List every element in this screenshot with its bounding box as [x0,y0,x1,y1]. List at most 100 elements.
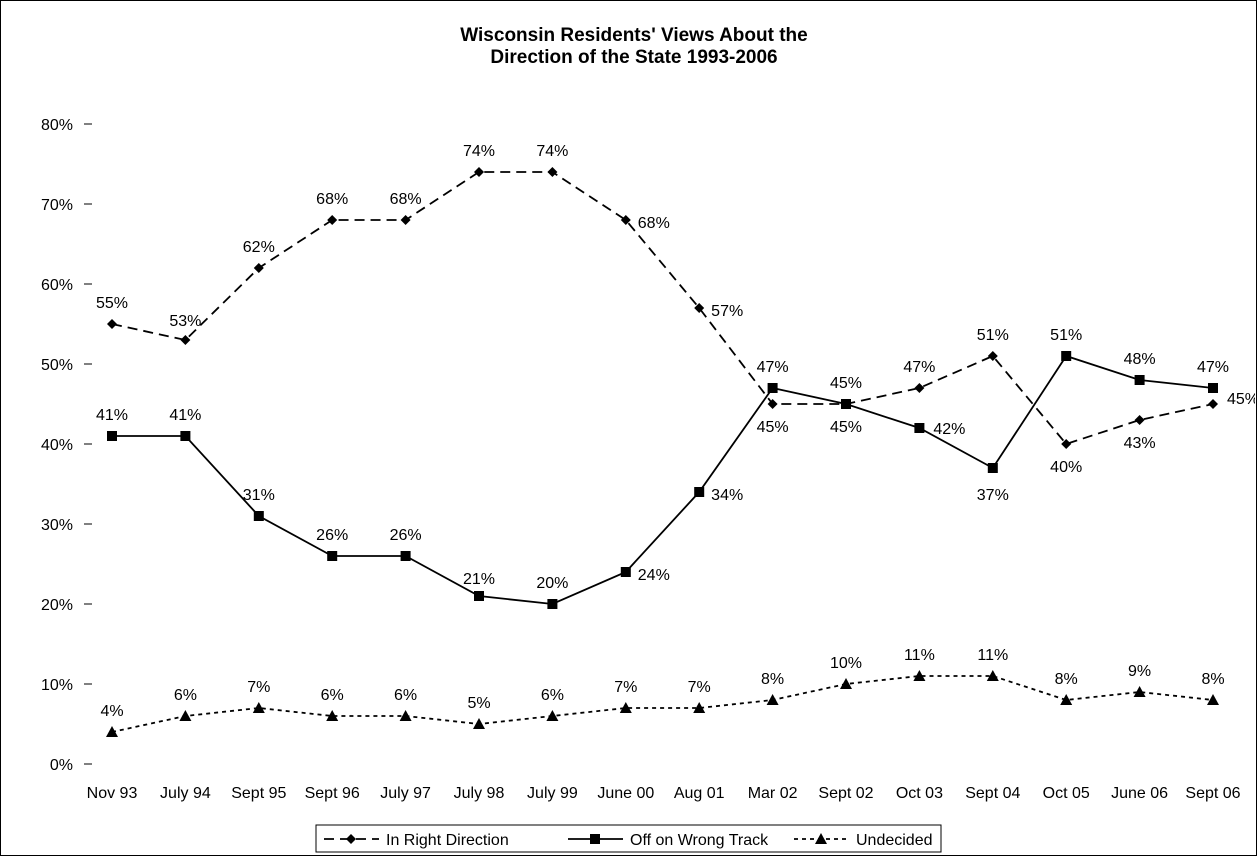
data-point-undecided [179,710,192,721]
data-label-undecided: 6% [394,687,417,704]
data-label-undecided: 5% [467,695,490,712]
data-point-off-on-wrong-track [620,567,631,577]
data-labels-layer: 55% 53% 62% 68% 68% 74% 74% 68% 57% 45% 45% 47% 51% 4… [96,143,1257,720]
data-point-in-right-direction [694,303,705,313]
y-tick-label: 30% [41,517,73,534]
data-label-in-right-direction: 40% [1050,459,1082,476]
data-point-undecided [1133,686,1146,697]
x-tick-label: Mar 02 [748,785,798,802]
y-axis: 0% 10% 20% 30% 40% 50% 60% 70% 80% [41,117,92,774]
data-label-in-right-direction: 45% [830,375,862,392]
data-point-undecided [1060,694,1073,705]
legend-entry-in-right-direction: In Right Direction [324,832,509,849]
data-label-off-on-wrong-track: 42% [933,421,965,438]
legend-swatch-marker [815,833,827,844]
data-point-in-right-direction [914,383,925,393]
data-label-undecided: 11% [977,647,1008,664]
legend-entry-off-on-wrong-track: Off on Wrong Track [568,832,769,849]
data-label-in-right-direction: 43% [1124,435,1156,452]
legend-swatch-marker [346,834,356,844]
data-point-in-right-direction [1134,415,1145,425]
data-label-off-on-wrong-track: 48% [1124,351,1156,368]
x-tick-label: July 97 [380,785,431,802]
data-label-in-right-direction: 51% [977,327,1009,344]
data-label-undecided: 8% [1055,671,1078,688]
data-label-off-on-wrong-track: 51% [1050,327,1082,344]
data-label-off-on-wrong-track: 20% [536,575,568,592]
data-label-undecided: 9% [1128,663,1151,680]
data-point-off-on-wrong-track [474,591,484,601]
x-tick-label: July 99 [527,785,578,802]
data-point-in-right-direction [547,167,558,177]
data-label-off-on-wrong-track: 41% [96,407,128,424]
x-tick-label: Sept 06 [1185,785,1240,802]
data-label-off-on-wrong-track: 24% [638,567,670,584]
data-label-in-right-direction: 68% [316,191,348,208]
data-point-in-right-direction [400,215,411,225]
data-label-off-on-wrong-track: 45% [830,419,862,436]
data-label-undecided: 6% [541,687,564,704]
data-label-in-right-direction: 68% [638,215,670,232]
data-label-in-right-direction: 45% [1227,391,1255,408]
data-point-off-on-wrong-track [253,511,264,521]
data-label-in-right-direction: 62% [243,239,275,256]
data-label-undecided: 7% [688,679,711,696]
data-point-off-on-wrong-track [841,399,851,409]
data-point-off-on-wrong-track [107,431,117,441]
data-label-off-on-wrong-track: 26% [316,527,348,544]
data-point-undecided [326,710,339,721]
data-point-undecided [986,670,999,681]
data-point-off-on-wrong-track [1061,351,1072,361]
data-label-undecided: 4% [100,703,123,720]
series-line-in-right-direction [111,171,1214,446]
data-label-undecided: 6% [174,687,197,704]
data-label-in-right-direction: 74% [463,143,495,160]
x-tick-label: July 94 [160,785,211,802]
x-tick-label: Sept 96 [305,785,360,802]
data-label-off-on-wrong-track: 41% [169,407,201,424]
x-tick-label: Sept 95 [231,785,286,802]
data-point-in-right-direction [987,351,998,361]
data-label-off-on-wrong-track: 34% [711,487,743,504]
legend-entry-undecided: Undecided [794,832,933,849]
legend-swatch-marker [590,834,600,844]
data-point-off-on-wrong-track [400,551,411,561]
data-point-in-right-direction [1208,399,1218,409]
data-label-in-right-direction: 74% [536,143,568,160]
data-point-undecided [399,710,412,721]
data-label-in-right-direction: 57% [711,303,743,320]
data-point-undecided [546,710,559,721]
data-point-undecided [106,726,118,737]
data-point-in-right-direction [767,399,778,409]
series-line-off-on-wrong-track [112,354,1214,605]
y-tick-label: 80% [41,117,73,134]
y-tick-label: 40% [41,437,73,454]
data-point-off-on-wrong-track [767,383,778,393]
data-label-in-right-direction: 45% [757,419,789,436]
x-tick-label: Oct 03 [896,785,943,802]
legend-label: Off on Wrong Track [630,832,769,849]
series-in-right-direction [107,167,1218,449]
series-layer [106,167,1219,737]
data-label-undecided: 8% [761,671,784,688]
data-point-off-on-wrong-track [547,599,558,609]
data-point-in-right-direction [327,215,338,225]
y-tick-label: 50% [41,357,73,374]
x-tick-label: June 06 [1111,785,1168,802]
legend-label: Undecided [856,832,933,849]
y-tick-label: 20% [41,597,73,614]
data-point-off-on-wrong-track [327,551,338,561]
data-label-off-on-wrong-track: 37% [977,487,1009,504]
series-off-on-wrong-track [107,351,1218,609]
data-point-in-right-direction [253,263,264,273]
data-point-undecided [1207,694,1219,705]
data-point-undecided [766,694,779,705]
chart-title: Wisconsin Residents' Views About the [460,25,807,46]
data-point-off-on-wrong-track [180,431,191,441]
data-point-undecided [840,678,852,689]
x-tick-label: Oct 05 [1043,785,1090,802]
data-label-off-on-wrong-track: 47% [757,359,789,376]
data-label-off-on-wrong-track: 21% [463,571,495,588]
